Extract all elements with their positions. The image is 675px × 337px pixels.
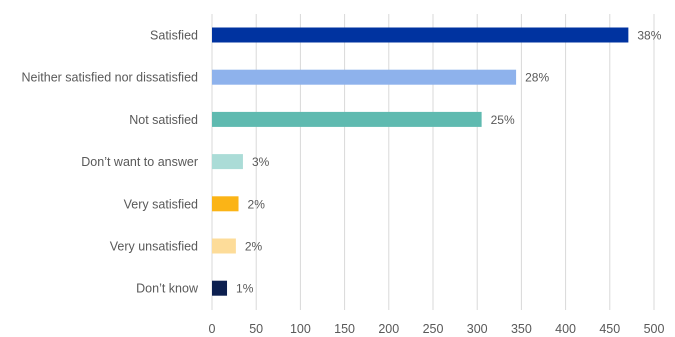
category-label: Don’t know	[136, 282, 199, 296]
category-label: Not satisfied	[129, 113, 198, 127]
data-labels: 38% 28% 25% 3% 2% 2% 1%	[236, 29, 662, 296]
x-tick-label: 250	[423, 322, 444, 336]
category-label: Satisfied	[150, 29, 198, 43]
category-labels: Satisfied Neither satisfied nor dissatisf…	[22, 29, 199, 296]
x-tick-label: 50	[249, 322, 263, 336]
data-label: 3%	[252, 155, 270, 169]
bar	[212, 27, 629, 43]
x-axis-tick-labels: 0 50 100 150 200 250 300 350 400 450 500	[209, 322, 665, 336]
bar	[212, 280, 228, 296]
x-tick-label: 450	[599, 322, 620, 336]
bar	[212, 69, 517, 85]
data-label: 25%	[491, 113, 515, 127]
category-label: Very unsatisfied	[110, 240, 198, 254]
bar	[212, 111, 482, 127]
x-tick-label: 400	[555, 322, 576, 336]
bar	[212, 196, 239, 212]
bar	[212, 238, 236, 254]
bar	[212, 154, 243, 170]
data-label: 2%	[245, 240, 263, 254]
data-label: 28%	[525, 71, 549, 85]
data-label: 38%	[637, 29, 661, 43]
x-tick-label: 100	[290, 322, 311, 336]
gridlines	[211, 14, 655, 310]
x-tick-label: 500	[644, 322, 665, 336]
x-tick-label: 200	[378, 322, 399, 336]
bars-group	[212, 27, 629, 296]
data-label: 2%	[248, 197, 266, 211]
category-label: Don’t want to answer	[81, 155, 198, 169]
data-label: 1%	[236, 282, 254, 296]
x-tick-label: 300	[467, 322, 488, 336]
x-tick-label: 150	[334, 322, 355, 336]
x-tick-label: 0	[209, 322, 216, 336]
category-label: Very satisfied	[124, 197, 198, 211]
x-tick-label: 350	[511, 322, 532, 336]
category-label: Neither satisfied nor dissatisfied	[22, 71, 199, 85]
